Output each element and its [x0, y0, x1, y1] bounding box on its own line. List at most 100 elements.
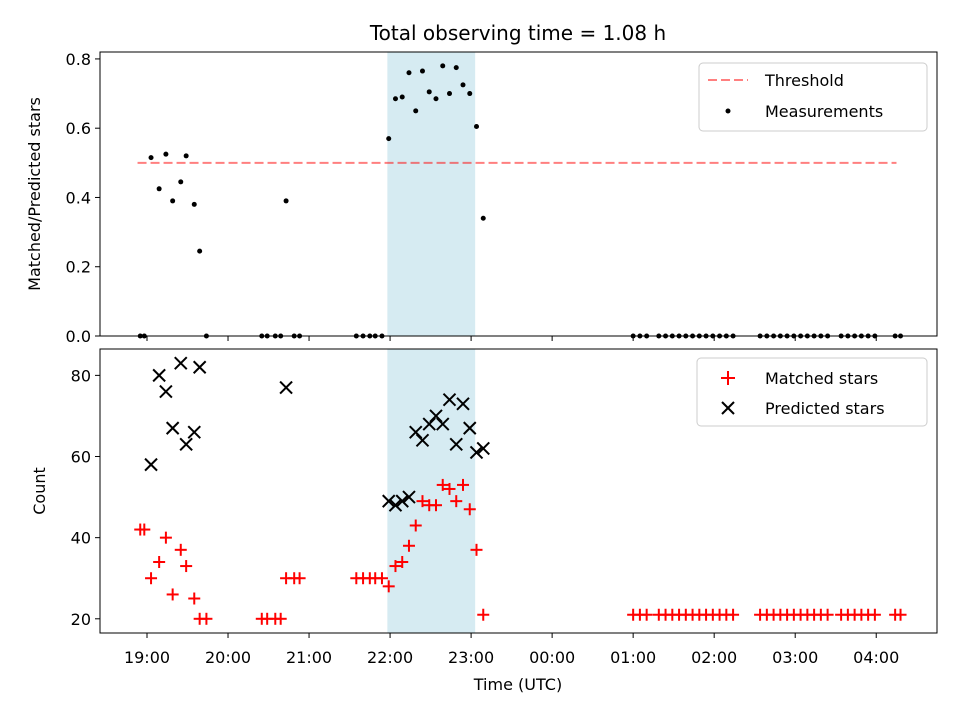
- chart-title: Total observing time = 1.08 h: [369, 21, 666, 45]
- predicted-stars-point: [469, 445, 484, 460]
- x-tick-label: 20:00: [205, 648, 251, 667]
- matched-stars-point: [375, 572, 388, 585]
- matched-stars-point: [868, 608, 881, 621]
- predicted-stars-point: [152, 368, 166, 383]
- predicted-stars-point: [144, 457, 158, 472]
- predicted-stars-point: [395, 494, 409, 508]
- x-tick-label: 21:00: [286, 648, 332, 667]
- measurements-point: [460, 82, 466, 88]
- predicted-stars-point: [179, 437, 193, 452]
- x-tick-label: 02:00: [691, 648, 737, 667]
- matched-stars-point: [396, 556, 409, 568]
- bottom-highlight-layer: [387, 349, 476, 633]
- top-y-ticks: 0.0 0.2 0.4 0.6 0.8: [66, 50, 100, 346]
- measurements-point: [386, 136, 392, 142]
- x-axis-label: Time (UTC): [473, 675, 562, 694]
- predicted-stars-point: [463, 421, 477, 435]
- measurements-point: [170, 198, 176, 204]
- measurements-point: [178, 179, 184, 185]
- matched-stars-point: [436, 478, 449, 491]
- top-legend-measurements-label: Measurements: [765, 102, 883, 121]
- matched-stars-point: [166, 588, 179, 601]
- bottom-highlight-span: [387, 349, 476, 633]
- bottom-legend-matched-swatch: [721, 371, 735, 385]
- bottom-points-layer: [134, 356, 907, 625]
- matched-stars-point: [382, 580, 395, 593]
- matched-stars-point: [456, 478, 469, 491]
- bottom-panel: 20 40 60 80 19:00 20:00 21:00 22:00 23:00 00:00 0…: [30, 348, 938, 694]
- matched-stars-point: [293, 572, 306, 585]
- matched-stars-point: [159, 531, 172, 544]
- measurements-point: [406, 70, 412, 76]
- top-legend-measurements-swatch: [725, 108, 731, 114]
- x-tick-label: 04:00: [853, 648, 899, 667]
- top-x-ticks: [146, 336, 877, 341]
- measurements-point: [283, 198, 289, 204]
- measurements-point: [440, 63, 446, 69]
- x-tick-label: 00:00: [529, 648, 575, 667]
- measurements-point: [163, 151, 169, 157]
- predicted-stars-point: [449, 437, 463, 452]
- matched-stars-point: [894, 608, 907, 621]
- predicted-stars-point: [415, 433, 430, 447]
- matched-stars-point: [416, 495, 429, 508]
- bottom-legend-predicted-label: Predicted stars: [765, 399, 885, 418]
- top-legend-box: [698, 62, 928, 132]
- matched-stars-point: [821, 608, 834, 621]
- matched-stars-point: [450, 495, 463, 508]
- bottom-legend-box: [696, 357, 928, 427]
- top-y-tick-label: 0.6: [66, 119, 91, 138]
- measurements-point: [156, 186, 162, 192]
- predicted-stars-point: [456, 397, 470, 411]
- top-highlight-span: [387, 52, 476, 336]
- matched-stars-point: [274, 612, 287, 625]
- predicted-stars-point: [192, 360, 207, 374]
- measurements-point: [453, 65, 459, 71]
- bottom-y-tick-label: 60: [71, 448, 91, 467]
- predicted-stars-point: [382, 494, 396, 508]
- predicted-stars-point: [174, 356, 188, 370]
- bottom-legend-matched-label: Matched stars: [765, 369, 878, 388]
- x-tick-label: 23:00: [448, 648, 494, 667]
- measurements-point: [413, 108, 419, 114]
- matched-stars-point: [470, 543, 483, 556]
- measurements-point: [183, 153, 189, 159]
- predicted-stars-point: [476, 441, 490, 456]
- predicted-stars-point: [165, 421, 180, 435]
- matched-stars-point: [389, 560, 402, 573]
- top-legend-threshold-label: Threshold: [764, 71, 844, 90]
- top-highlight-layer: [387, 52, 476, 336]
- matched-stars-point: [180, 560, 193, 573]
- bottom-y-tick-label: 20: [71, 610, 91, 629]
- matched-stars-point: [153, 556, 166, 568]
- matched-stars-point: [174, 543, 187, 556]
- matched-stars-point: [477, 608, 490, 621]
- x-tick-label: 01:00: [610, 648, 656, 667]
- predicted-stars-point: [279, 380, 293, 395]
- x-tick-label: 19:00: [124, 648, 170, 667]
- top-axes-frame: [99, 51, 938, 337]
- measurements-point: [197, 248, 203, 254]
- matched-stars-point: [727, 608, 740, 621]
- top-y-tick-label: 0.0: [66, 327, 91, 346]
- bottom-legend-predicted-swatch: [721, 401, 735, 415]
- measurements-point: [399, 94, 405, 100]
- predicted-stars-point: [436, 417, 450, 431]
- measurements-point: [467, 91, 473, 97]
- matched-stars-point: [463, 503, 476, 516]
- matched-stars-point: [402, 539, 415, 552]
- predicted-stars-point: [388, 498, 403, 512]
- bottom-y-axis-label: Count: [30, 467, 49, 515]
- top-panel: 0.00.20.40.60.8 Matched/Predicted stars …: [25, 50, 938, 346]
- measurements-point: [426, 89, 432, 95]
- matched-stars-point: [429, 499, 442, 512]
- x-tick-label: 22:00: [367, 648, 413, 667]
- bottom-y-tick-label: 80: [71, 366, 91, 385]
- x-tick-label: 03:00: [772, 648, 818, 667]
- matched-stars-point: [145, 572, 158, 585]
- measurements-point: [419, 68, 425, 74]
- matched-stars-point: [443, 482, 456, 495]
- measurements-point: [446, 91, 452, 97]
- matched-stars-point: [188, 592, 201, 605]
